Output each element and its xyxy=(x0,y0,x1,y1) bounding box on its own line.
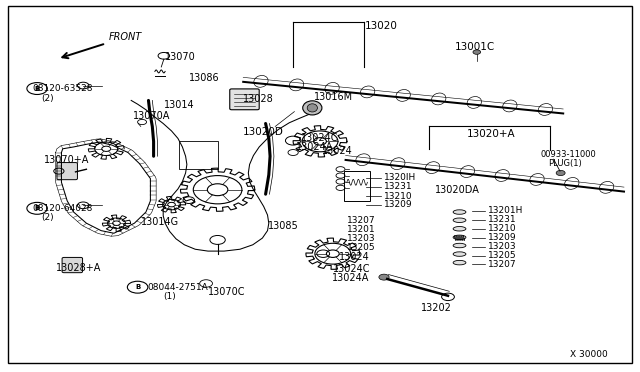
Text: 13201H: 13201H xyxy=(488,206,523,215)
Ellipse shape xyxy=(453,210,466,214)
Text: 13205: 13205 xyxy=(347,243,376,251)
Text: 13203: 13203 xyxy=(347,234,376,243)
Text: 00933-11000: 00933-11000 xyxy=(541,150,596,159)
Text: 13024C: 13024C xyxy=(301,133,339,142)
Text: B: B xyxy=(35,86,40,92)
Ellipse shape xyxy=(453,227,466,231)
Text: 13203: 13203 xyxy=(488,242,516,251)
Text: 13202: 13202 xyxy=(421,303,452,313)
Ellipse shape xyxy=(303,101,322,115)
FancyBboxPatch shape xyxy=(62,257,83,273)
Text: X 30000: X 30000 xyxy=(570,350,608,359)
Text: B: B xyxy=(135,284,140,290)
Text: 08120-64028: 08120-64028 xyxy=(32,204,92,213)
Text: 13231: 13231 xyxy=(488,215,516,224)
Ellipse shape xyxy=(307,104,317,112)
Text: 13070C: 13070C xyxy=(208,288,246,297)
Text: PLUG(1): PLUG(1) xyxy=(548,159,582,168)
Text: 13207: 13207 xyxy=(488,260,516,269)
Text: 1320lH: 1320lH xyxy=(384,173,416,182)
Circle shape xyxy=(473,50,481,54)
FancyBboxPatch shape xyxy=(230,89,259,110)
Text: (2): (2) xyxy=(42,213,54,222)
Text: 13024A: 13024A xyxy=(296,142,333,151)
Text: 13024: 13024 xyxy=(322,146,353,155)
Text: 13016M: 13016M xyxy=(314,93,353,102)
Ellipse shape xyxy=(453,235,466,240)
Text: 13201: 13201 xyxy=(347,225,376,234)
Text: FRONT: FRONT xyxy=(62,32,142,58)
Text: 13070: 13070 xyxy=(165,52,196,61)
Text: 13070A: 13070A xyxy=(133,111,170,121)
Text: 13020+A: 13020+A xyxy=(467,129,516,139)
Text: 13024: 13024 xyxy=(339,252,370,262)
FancyBboxPatch shape xyxy=(57,163,77,180)
Text: 13207: 13207 xyxy=(347,216,376,225)
Circle shape xyxy=(379,274,389,280)
Text: 13085: 13085 xyxy=(268,221,298,231)
Text: B: B xyxy=(35,205,40,211)
Text: 13209: 13209 xyxy=(488,233,516,242)
FancyBboxPatch shape xyxy=(8,6,632,363)
Text: 13020DA: 13020DA xyxy=(435,185,480,195)
Text: 13028+A: 13028+A xyxy=(56,263,102,273)
Text: 13001C: 13001C xyxy=(454,42,495,51)
Text: (1): (1) xyxy=(163,292,176,301)
Text: 13209: 13209 xyxy=(384,201,413,209)
Ellipse shape xyxy=(453,218,466,222)
Text: 08120-63528: 08120-63528 xyxy=(32,84,93,93)
Text: (2): (2) xyxy=(42,94,54,103)
Text: 13020: 13020 xyxy=(365,21,397,31)
Text: 13070+A: 13070+A xyxy=(44,155,89,165)
Text: 13210: 13210 xyxy=(488,224,516,233)
Text: 13014: 13014 xyxy=(164,100,195,110)
Ellipse shape xyxy=(453,260,466,265)
Ellipse shape xyxy=(453,252,466,256)
Text: 13014G: 13014G xyxy=(141,218,179,227)
FancyBboxPatch shape xyxy=(344,171,370,201)
Text: 13020D: 13020D xyxy=(243,127,284,137)
Text: 13086: 13086 xyxy=(189,73,220,83)
Text: 13028: 13028 xyxy=(243,94,274,103)
Text: 13210: 13210 xyxy=(384,192,413,201)
Text: 08044-2751A: 08044-2751A xyxy=(147,283,208,292)
Circle shape xyxy=(556,170,565,176)
Ellipse shape xyxy=(453,243,466,248)
Text: 13024C: 13024C xyxy=(333,264,371,274)
Text: 13205: 13205 xyxy=(488,251,516,260)
Text: 13024A: 13024A xyxy=(332,273,369,283)
Text: 13231: 13231 xyxy=(384,182,413,191)
